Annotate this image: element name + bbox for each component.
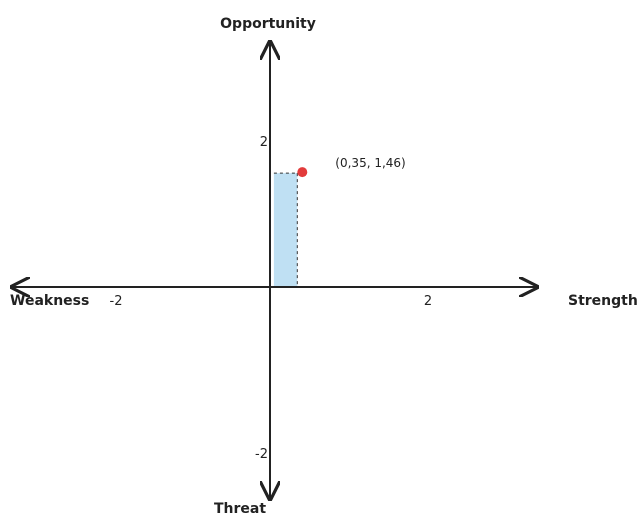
y-positive-label: Opportunity [220,16,316,32]
x-positive-label: Strength [568,293,638,309]
data-point-label: (0,35, 1,46) [335,156,405,170]
x-tick-label: -2 [110,294,123,309]
x-tick-label: 2 [424,294,432,309]
x-negative-label: Weakness [10,293,89,309]
y-tick-label: 2 [260,135,268,150]
y-tick-label: -2 [255,447,268,462]
y-negative-label: Threat [214,501,266,516]
data-point [297,167,308,178]
data-points: (0,35, 1,46) [297,156,406,178]
tick-labels: -2 2 2 -2 [110,135,433,462]
highlight-region [273,173,298,287]
